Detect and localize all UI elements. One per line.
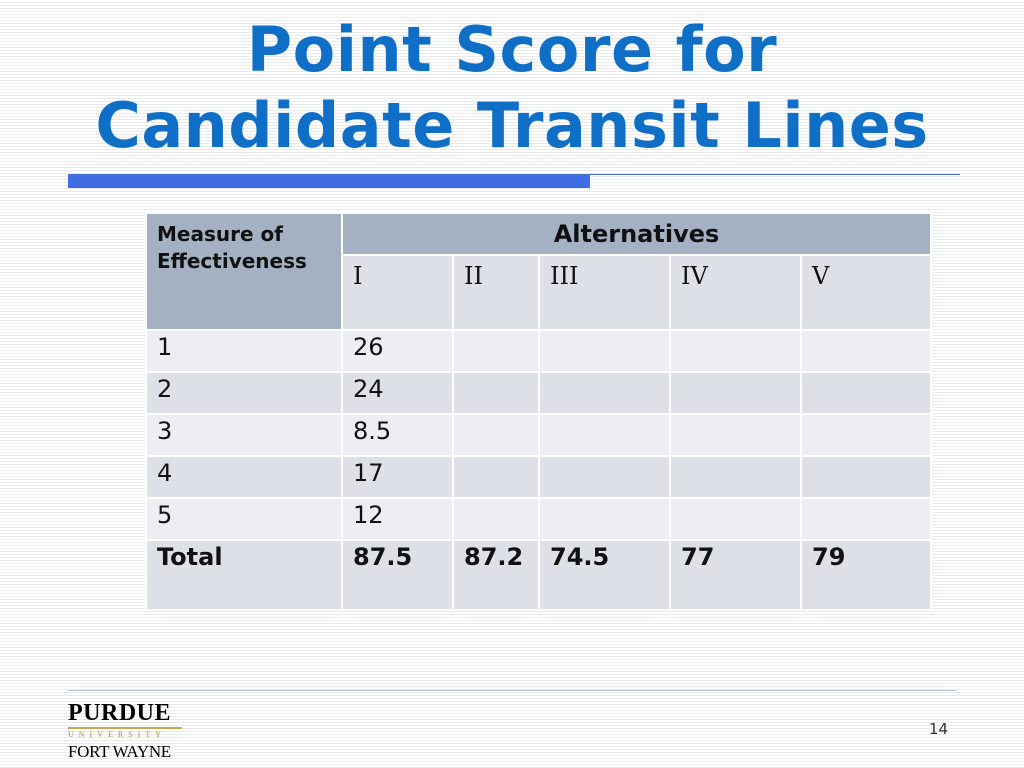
score-cell	[669, 497, 802, 541]
score-cell	[538, 371, 671, 415]
score-cell	[800, 497, 932, 541]
score-cell	[800, 455, 932, 499]
score-cell: 26	[341, 329, 454, 373]
header-alternatives: Alternatives	[341, 212, 932, 256]
measure-cell: 2	[145, 371, 343, 415]
measure-cell: 3	[145, 413, 343, 457]
score-cell	[538, 455, 671, 499]
score-cell	[800, 329, 932, 373]
table-row: 1 26	[145, 329, 932, 373]
title-accent-bar	[68, 175, 590, 188]
table-row: 5 12	[145, 497, 932, 541]
total-label-cell: Total	[145, 539, 343, 611]
slide-title-line-2: Candidate Transit Lines	[95, 89, 929, 162]
footer-rule	[68, 690, 956, 691]
score-cell	[538, 497, 671, 541]
score-cell: 12	[341, 497, 454, 541]
slide-number: 14	[928, 720, 948, 738]
score-cell	[452, 371, 540, 415]
slide-title-line-1: Point Score for	[246, 13, 778, 86]
header-alternative-iv: IV	[669, 254, 802, 331]
score-cell: 24	[341, 371, 454, 415]
logo-university-text: UNIVERSITY	[68, 730, 166, 739]
title-underline-rule	[68, 174, 960, 175]
measure-cell: 5	[145, 497, 343, 541]
score-cell	[538, 329, 671, 373]
score-cell	[669, 329, 802, 373]
header-alternative-ii: II	[452, 254, 540, 331]
measure-cell: 1	[145, 329, 343, 373]
header-alternative-i: I	[341, 254, 454, 331]
table-header-row: Measure of Effectiveness Alternatives	[145, 212, 932, 331]
score-cell	[452, 413, 540, 457]
score-cell	[800, 413, 932, 457]
table-row: 2 24	[145, 371, 932, 415]
score-cell: 17	[341, 455, 454, 499]
logo-gold-rule	[68, 727, 182, 729]
logo-purdue-wordmark: PURDUE	[68, 700, 171, 726]
slide-title: Point Score for Candidate Transit Lines	[0, 12, 1024, 164]
score-cell	[452, 497, 540, 541]
table-row: 3 8.5	[145, 413, 932, 457]
header-measure-of-effectiveness: Measure of Effectiveness	[145, 212, 343, 331]
score-cell	[452, 329, 540, 373]
total-score-cell: 79	[800, 539, 932, 611]
score-cell	[669, 413, 802, 457]
score-cell	[800, 371, 932, 415]
score-cell: 8.5	[341, 413, 454, 457]
score-cell	[452, 455, 540, 499]
total-score-cell: 74.5	[538, 539, 671, 611]
total-score-cell: 87.5	[341, 539, 454, 611]
total-score-cell: 87.2	[452, 539, 540, 611]
point-score-table: Measure of Effectiveness Alternatives I …	[145, 212, 932, 611]
logo-fort-wayne-text: FORT WAYNE	[68, 742, 171, 761]
score-cell	[538, 413, 671, 457]
purdue-fort-wayne-logo: PURDUE UNIVERSITY FORT WAYNE	[68, 700, 188, 762]
header-alternative-v: V	[800, 254, 932, 331]
measure-cell: 4	[145, 455, 343, 499]
table-row: 4 17	[145, 455, 932, 499]
score-cell	[669, 455, 802, 499]
total-score-cell: 77	[669, 539, 802, 611]
table-total-row: Total 87.5 87.2 74.5 77 79	[145, 539, 932, 611]
table-alternatives-row: I II III IV V	[146, 254, 932, 331]
score-cell	[669, 371, 802, 415]
header-alternative-iii: III	[538, 254, 671, 331]
